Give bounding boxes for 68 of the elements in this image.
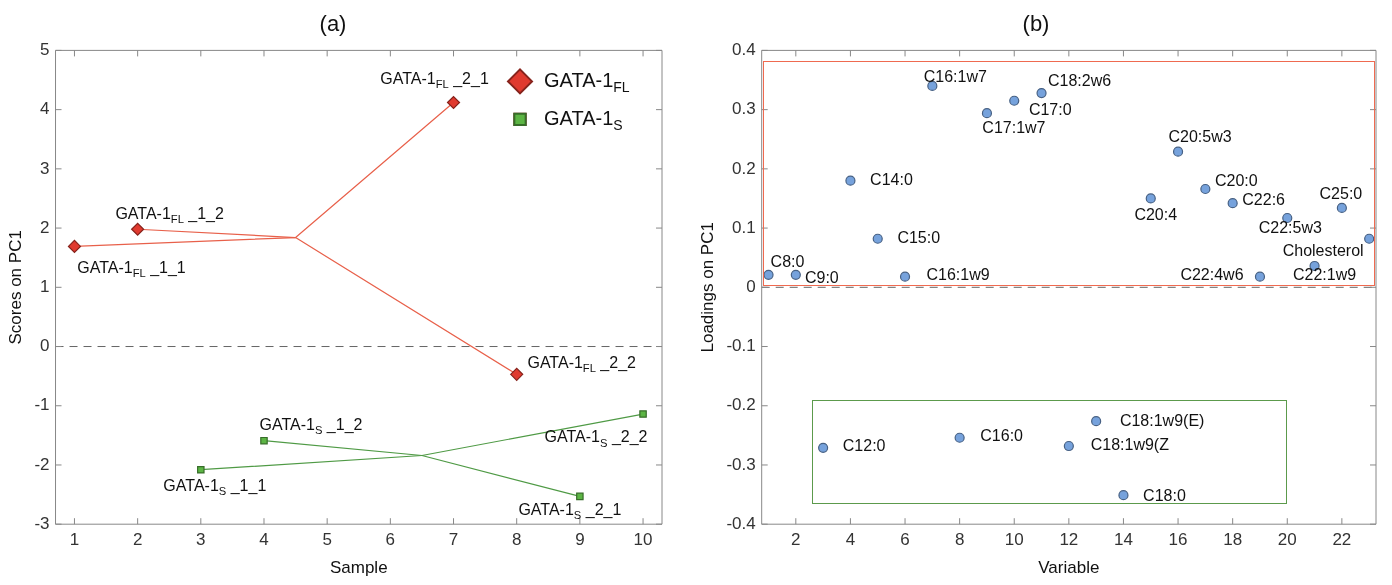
y-tick-label: -0.2: [726, 395, 756, 415]
y-tick-label: 1: [40, 276, 50, 296]
x-tick-label: 5: [322, 530, 332, 550]
y-tick-label: 0.3: [732, 99, 756, 119]
y-tick-label: 4: [40, 99, 50, 119]
x-tick-label: 16: [1168, 530, 1188, 550]
annotation: C17:1w7: [982, 118, 1046, 136]
y-tick-label: -0.4: [726, 513, 756, 533]
annotation: C20:5w3: [1168, 128, 1232, 146]
chart-title: (b): [1022, 11, 1050, 37]
x-tick-label: 8: [511, 530, 522, 550]
y-tick-label: 5: [40, 40, 50, 60]
annotation: Cholesterol: [1282, 242, 1364, 260]
x-tick-label: 10: [1004, 530, 1024, 550]
x-tick-label: 22: [1332, 530, 1352, 550]
annotation: C18:0: [1143, 486, 1186, 504]
x-tick-label: 6: [385, 530, 396, 550]
x-tick-label: 6: [900, 530, 910, 550]
x-tick-label: 18: [1223, 530, 1243, 550]
annotation: C18:2w6: [1047, 72, 1112, 90]
x-tick-label: 4: [845, 530, 856, 550]
x-axis-title: Variable: [1038, 558, 1100, 578]
x-tick-label: 4: [259, 530, 269, 550]
annotation: C20:4: [1134, 205, 1178, 223]
y-tick-label: 0: [40, 336, 50, 356]
y-tick-label: 0.1: [732, 217, 756, 237]
y-axis-title: Scores on PC1: [5, 230, 25, 345]
x-tick-label: 9: [575, 530, 585, 550]
x-tick-label: 7: [448, 530, 459, 550]
x-tick-label: 20: [1277, 530, 1297, 550]
annotation: C25:0: [1319, 185, 1363, 203]
x-tick-label: 2: [791, 530, 801, 550]
x-axis-title: Sample: [329, 558, 388, 578]
y-tick-label: -3: [34, 513, 50, 533]
x-tick-label: 1: [69, 530, 80, 550]
x-tick-label: 3: [196, 530, 206, 550]
y-tick-label: 3: [40, 158, 50, 178]
annotation: C18:1w9(Z: [1090, 436, 1170, 454]
x-tick-label: 14: [1113, 530, 1133, 550]
annotation: C22:5w3: [1258, 219, 1322, 237]
x-tick-label: 12: [1059, 530, 1079, 550]
annotation: C22:4w6: [1180, 266, 1244, 284]
x-tick-label: 2: [132, 530, 143, 550]
y-tick-label: 2: [40, 217, 50, 237]
annotation: C8:0: [770, 253, 805, 271]
x-tick-label: 8: [954, 530, 965, 550]
annotation: C9:0: [804, 269, 839, 287]
x-tick-label: 10: [633, 530, 653, 550]
y-tick-label: -0.3: [726, 454, 756, 474]
annotation: C16:0: [980, 427, 1024, 445]
y-tick-label: -0.1: [726, 336, 756, 356]
annotation: C18:1w9(E): [1119, 411, 1205, 429]
y-tick-label: 0.4: [732, 40, 756, 60]
annotation: C12:0: [842, 437, 886, 455]
annotation: C22:1w9: [1293, 266, 1357, 284]
y-tick-label: 0.2: [732, 158, 756, 178]
annotation: C16:1w7: [923, 68, 988, 86]
y-tick-label: -2: [34, 454, 50, 474]
y-tick-label: -1: [34, 395, 50, 415]
annotation: C22:6: [1242, 190, 1286, 208]
annotation: C14:0: [870, 171, 913, 189]
annotation: C15:0: [897, 229, 941, 247]
annotation: C17:0: [1028, 101, 1072, 119]
chart-title: (a): [319, 11, 347, 37]
y-axis-title: Loadings on PC1: [697, 222, 717, 353]
y-tick-label: 0: [746, 276, 756, 296]
annotation: C20:0: [1215, 172, 1258, 190]
annotation: C16:1w9: [926, 266, 990, 284]
